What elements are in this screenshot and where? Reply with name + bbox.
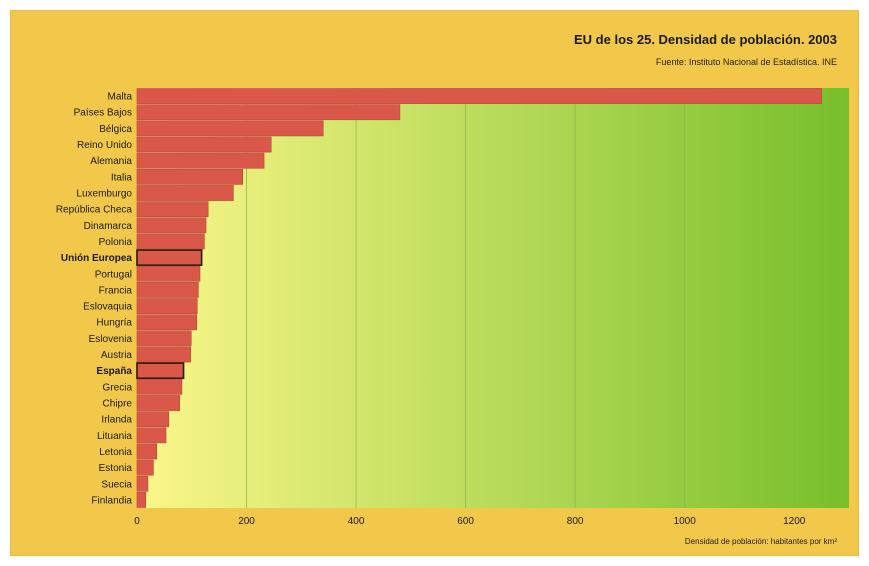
bar xyxy=(136,346,191,363)
bar xyxy=(136,217,207,234)
bar xyxy=(136,314,197,331)
category-label: Polonia xyxy=(99,237,133,248)
bar xyxy=(136,330,192,347)
bar xyxy=(136,378,183,395)
category-label: Portugal xyxy=(95,269,132,280)
category-label: Finlandia xyxy=(91,495,132,506)
category-label: Grecia xyxy=(103,382,133,393)
x-tick-label: 1000 xyxy=(674,516,697,527)
bar xyxy=(136,249,203,266)
category-label: Estonia xyxy=(99,463,133,474)
bar xyxy=(136,492,147,508)
category-label: República Checa xyxy=(56,205,133,216)
bar xyxy=(136,185,234,201)
category-label: Italia xyxy=(111,172,133,183)
bar xyxy=(136,443,158,460)
bar xyxy=(136,136,272,153)
x-tick-label: 200 xyxy=(238,516,255,527)
bar xyxy=(136,298,198,314)
bar xyxy=(136,362,185,380)
category-label: España xyxy=(96,366,132,377)
category-label: Países Bajos xyxy=(74,108,132,119)
bar xyxy=(136,88,822,104)
x-tick-label: 0 xyxy=(134,516,140,527)
bar xyxy=(136,152,265,169)
category-label: Francia xyxy=(99,285,133,296)
bar xyxy=(136,395,181,411)
category-label: Malta xyxy=(108,92,133,103)
category-label: Luxemburgo xyxy=(76,189,132,200)
bar xyxy=(136,168,244,185)
category-label: Irlanda xyxy=(101,415,132,426)
category-label: Austria xyxy=(101,350,133,361)
category-label: Chipre xyxy=(103,399,133,410)
category-label: Eslovenia xyxy=(89,334,133,345)
category-label: Hungría xyxy=(96,318,132,329)
category-label: Letonia xyxy=(99,447,132,458)
bar xyxy=(136,282,199,298)
category-label: Alemania xyxy=(90,156,132,167)
bar xyxy=(136,104,401,121)
x-axis-label: Densidad de población: habitantes por km… xyxy=(684,537,837,546)
bar xyxy=(136,427,167,444)
category-label: Lituania xyxy=(97,431,132,442)
chart-source: Fuente: Instituto Nacional de Estadístic… xyxy=(655,57,837,67)
x-tick-label: 600 xyxy=(457,516,474,527)
bar xyxy=(136,475,149,492)
category-label: Eslovaquia xyxy=(83,302,132,313)
bar xyxy=(136,459,154,476)
bar xyxy=(136,120,324,137)
x-tick-label: 800 xyxy=(567,516,584,527)
bar xyxy=(136,201,209,218)
chart-title: EU de los 25. Densidad de población. 200… xyxy=(574,32,837,47)
category-label: Bélgica xyxy=(99,124,132,135)
x-tick-label: 400 xyxy=(348,516,365,527)
bar xyxy=(136,411,170,428)
bar xyxy=(136,233,205,250)
bar xyxy=(136,265,201,282)
category-label: Unión Europea xyxy=(61,253,133,264)
x-tick-label: 1200 xyxy=(783,516,806,527)
category-label: Reino Unido xyxy=(77,140,132,151)
category-label: Dinamarca xyxy=(84,221,133,232)
category-label: Suecia xyxy=(101,479,132,490)
